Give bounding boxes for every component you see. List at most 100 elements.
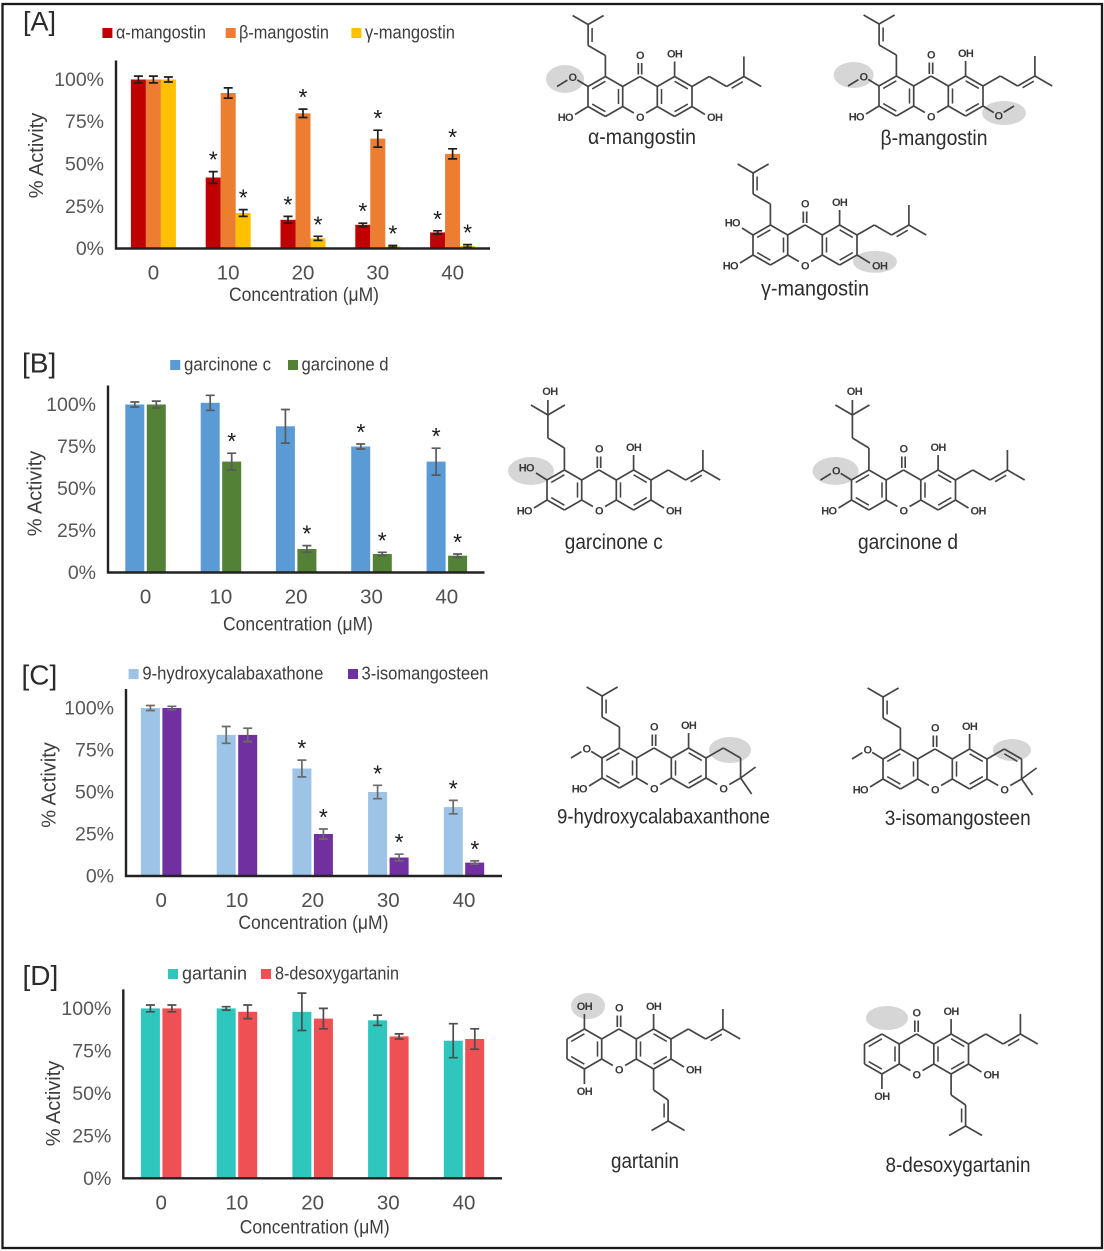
svg-text:HO: HO <box>849 112 865 124</box>
svg-text:OH: OH <box>666 506 682 518</box>
svg-text:O: O <box>636 50 645 62</box>
svg-text:*: * <box>395 829 404 855</box>
svg-text:*: * <box>356 419 365 445</box>
svg-text:OH: OH <box>667 49 683 61</box>
svg-text:*: * <box>284 191 293 217</box>
svg-text:*: * <box>239 185 248 211</box>
svg-text:30: 30 <box>360 586 383 609</box>
svg-text:[B]: [B] <box>22 348 56 379</box>
svg-text:0: 0 <box>140 586 151 609</box>
svg-text:O: O <box>636 112 645 124</box>
svg-text:O: O <box>615 1065 624 1077</box>
svg-text:[C]: [C] <box>22 660 58 691</box>
svg-text:9-hydroxycalabaxanthone: 9-hydroxycalabaxanthone <box>557 806 770 829</box>
svg-text:75%: 75% <box>72 1040 111 1062</box>
svg-text:10: 10 <box>225 1191 248 1214</box>
svg-text:25%: 25% <box>72 1125 111 1147</box>
svg-text:50%: 50% <box>72 1083 111 1105</box>
svg-text:0%: 0% <box>86 866 114 888</box>
svg-text:30: 30 <box>377 889 400 912</box>
svg-text:Concentration (μM): Concentration (μM) <box>240 1217 390 1239</box>
svg-text:HO: HO <box>517 506 533 518</box>
svg-text:OH: OH <box>874 1091 890 1103</box>
svg-text:8-desoxygartanin: 8-desoxygartanin <box>886 1154 1031 1177</box>
svg-text:10: 10 <box>217 262 240 285</box>
svg-text:O: O <box>931 723 940 735</box>
svg-text:75%: 75% <box>75 740 114 762</box>
svg-text:gartanin: gartanin <box>182 964 247 984</box>
svg-text:10: 10 <box>209 586 232 609</box>
svg-text:0%: 0% <box>83 1168 111 1190</box>
svg-text:*: * <box>373 760 382 786</box>
svg-text:garcinone c: garcinone c <box>565 531 663 554</box>
svg-text:100%: 100% <box>46 394 96 416</box>
svg-text:8-desoxygartanin: 8-desoxygartanin <box>275 964 399 984</box>
svg-text:OH: OH <box>626 442 642 454</box>
svg-text:25%: 25% <box>57 520 96 542</box>
svg-text:garcinone d: garcinone d <box>858 531 958 554</box>
svg-text:OH: OH <box>984 1070 1000 1082</box>
svg-text:O: O <box>583 744 592 756</box>
svg-text:HO: HO <box>572 784 588 796</box>
svg-text:*: * <box>470 836 479 862</box>
svg-text:50%: 50% <box>75 782 114 804</box>
svg-text:20: 20 <box>285 586 308 609</box>
svg-text:40: 40 <box>453 889 476 912</box>
svg-text:0%: 0% <box>68 562 96 584</box>
svg-text:garcinone d: garcinone d <box>302 355 389 375</box>
svg-text:0: 0 <box>155 1191 166 1214</box>
svg-text:garcinone c: garcinone c <box>184 355 271 375</box>
svg-text:10: 10 <box>225 889 248 912</box>
svg-text:*: * <box>297 735 306 761</box>
svg-text:75%: 75% <box>57 436 96 458</box>
svg-text:O: O <box>913 1008 922 1020</box>
svg-text:O: O <box>931 785 940 797</box>
svg-text:O: O <box>927 50 936 62</box>
svg-text:0: 0 <box>148 262 159 285</box>
svg-text:HO: HO <box>723 261 739 273</box>
svg-text:OH: OH <box>958 48 974 60</box>
svg-text:γ-mangostin: γ-mangostin <box>365 23 455 43</box>
svg-text:0%: 0% <box>76 238 104 260</box>
svg-text:O: O <box>913 1070 922 1082</box>
svg-text:25%: 25% <box>75 824 114 846</box>
svg-text:30: 30 <box>366 262 389 285</box>
svg-text:30: 30 <box>377 1191 400 1214</box>
svg-text:O: O <box>615 1003 624 1015</box>
svg-text:γ-mangostin: γ-mangostin <box>761 278 869 301</box>
svg-text:Concentration (μM): Concentration (μM) <box>223 614 373 636</box>
svg-text:100%: 100% <box>54 69 104 91</box>
svg-text:*: * <box>314 211 323 237</box>
svg-text:Concentration (μM): Concentration (μM) <box>238 912 388 934</box>
svg-text:40: 40 <box>435 586 458 609</box>
svg-text:O: O <box>900 444 909 456</box>
svg-text:50%: 50% <box>57 478 96 500</box>
svg-text:Concentration (μM): Concentration (μM) <box>229 284 379 306</box>
svg-text:O: O <box>995 111 1004 123</box>
svg-text:*: * <box>463 220 472 246</box>
svg-text:OH: OH <box>962 721 978 733</box>
svg-text:O: O <box>900 506 909 518</box>
svg-text:O: O <box>1000 785 1009 797</box>
svg-text:3-isomangosteen: 3-isomangosteen <box>362 664 489 684</box>
svg-text:50%: 50% <box>65 154 104 176</box>
svg-text:% Activity: % Activity <box>26 113 48 199</box>
svg-text:β-mangostin: β-mangostin <box>239 23 329 43</box>
svg-text:100%: 100% <box>64 698 114 720</box>
svg-text:*: * <box>373 105 382 131</box>
svg-text:O: O <box>569 72 578 84</box>
svg-text:*: * <box>378 527 387 553</box>
svg-text:α-mangostin: α-mangostin <box>116 23 206 43</box>
svg-text:β-mangostin: β-mangostin <box>881 127 988 150</box>
svg-text:α-mangostin: α-mangostin <box>588 126 696 149</box>
svg-text:[A]: [A] <box>23 7 56 37</box>
svg-text:OH: OH <box>872 261 888 273</box>
svg-text:O: O <box>832 466 841 478</box>
svg-text:20: 20 <box>301 889 324 912</box>
svg-text:[D]: [D] <box>23 960 59 991</box>
svg-text:OH: OH <box>930 442 946 454</box>
svg-text:*: * <box>449 775 458 801</box>
svg-text:OH: OH <box>681 720 697 732</box>
svg-text:O: O <box>595 444 604 456</box>
svg-text:HO: HO <box>725 218 741 230</box>
